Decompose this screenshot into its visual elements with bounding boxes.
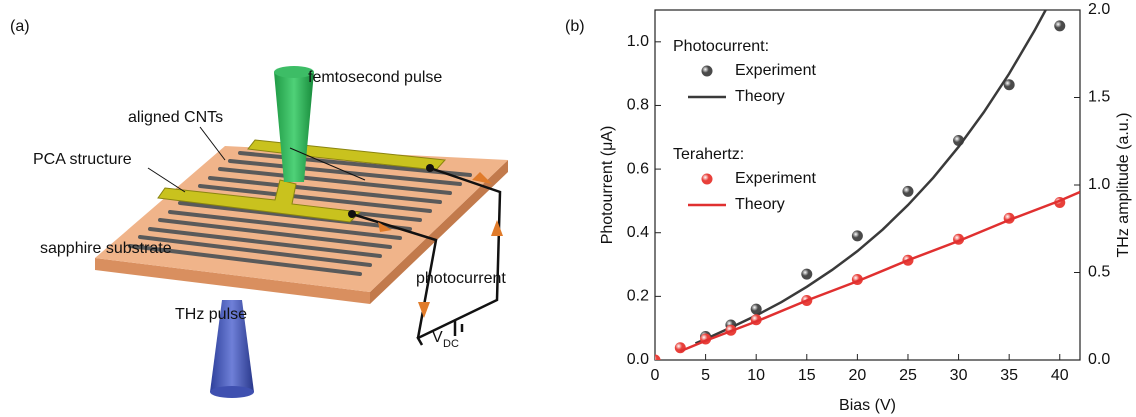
label: aligned CNTs xyxy=(128,109,223,126)
legend-label: Theory xyxy=(735,196,785,213)
label: femtosecond pulse xyxy=(308,69,442,86)
panel-label: (a) xyxy=(10,18,30,35)
x-axis-label: Bias (V) xyxy=(839,397,896,414)
contact xyxy=(426,164,434,172)
legend-group: Photocurrent: xyxy=(673,38,769,55)
legend-group: Terahertz: xyxy=(673,146,744,163)
data-point xyxy=(801,269,812,280)
y2-tick-label: 0.5 xyxy=(1088,264,1110,281)
y2-tick-label: 1.5 xyxy=(1088,89,1110,106)
leader xyxy=(200,127,225,160)
y-tick-label: 0.2 xyxy=(627,288,649,305)
panel-label: (b) xyxy=(565,18,585,35)
label: PCA structure xyxy=(33,151,132,168)
y2-tick-label: 1.0 xyxy=(1088,176,1110,193)
label-subscript: DC xyxy=(443,338,459,350)
y-tick-label: 0.8 xyxy=(627,97,649,114)
y-tick-label: 1.0 xyxy=(627,33,649,50)
data-point xyxy=(650,355,661,366)
y2-tick-label: 2.0 xyxy=(1088,1,1110,18)
x-tick-label: 30 xyxy=(950,367,968,384)
y-axis-label: Photourrent (μA) xyxy=(599,126,616,245)
contact xyxy=(348,210,356,218)
x-tick-label: 20 xyxy=(848,367,866,384)
panel-b: (b) 0 5 10 15 20 25 30 35 40 0.0 0.2 0.4 0.6 0.8 1.0 0.… xyxy=(565,1,1132,414)
data-point xyxy=(852,230,863,241)
y-tick-label: 0.0 xyxy=(627,351,649,368)
plot-area xyxy=(650,3,1081,366)
label: sapphire substrate xyxy=(40,240,172,257)
data-point xyxy=(1054,20,1065,31)
x-tick-label: 0 xyxy=(651,367,660,384)
y2-axis-label: THz amplitude (a.u.) xyxy=(1115,113,1132,258)
legend-swatch xyxy=(702,66,713,77)
x-tick-label: 40 xyxy=(1051,367,1069,384)
label: V xyxy=(432,329,443,346)
legend-label: Experiment xyxy=(735,170,816,187)
x-tick-label: 5 xyxy=(701,367,710,384)
beam-bottom xyxy=(210,386,254,398)
legend-label: Experiment xyxy=(735,62,816,79)
y2-tick-label: 0.0 xyxy=(1088,351,1110,368)
legend-label: Theory xyxy=(735,88,785,105)
data-point xyxy=(675,342,686,353)
data-line xyxy=(680,192,1080,351)
y-tick-label: 0.4 xyxy=(627,224,649,241)
legend-swatch xyxy=(702,174,713,185)
y-tick-label: 0.6 xyxy=(627,160,649,177)
label: THz pulse xyxy=(175,306,247,323)
label: photocurrent xyxy=(416,270,506,287)
x-tick-label: 10 xyxy=(747,367,765,384)
x-tick-label: 15 xyxy=(798,367,816,384)
data-point xyxy=(902,186,913,197)
x-tick-label: 35 xyxy=(1000,367,1018,384)
x-tick-label: 25 xyxy=(899,367,917,384)
panel-a: (a) femtosecond pul xyxy=(10,18,508,398)
figure: (a) femtosecond pul xyxy=(0,0,1136,417)
